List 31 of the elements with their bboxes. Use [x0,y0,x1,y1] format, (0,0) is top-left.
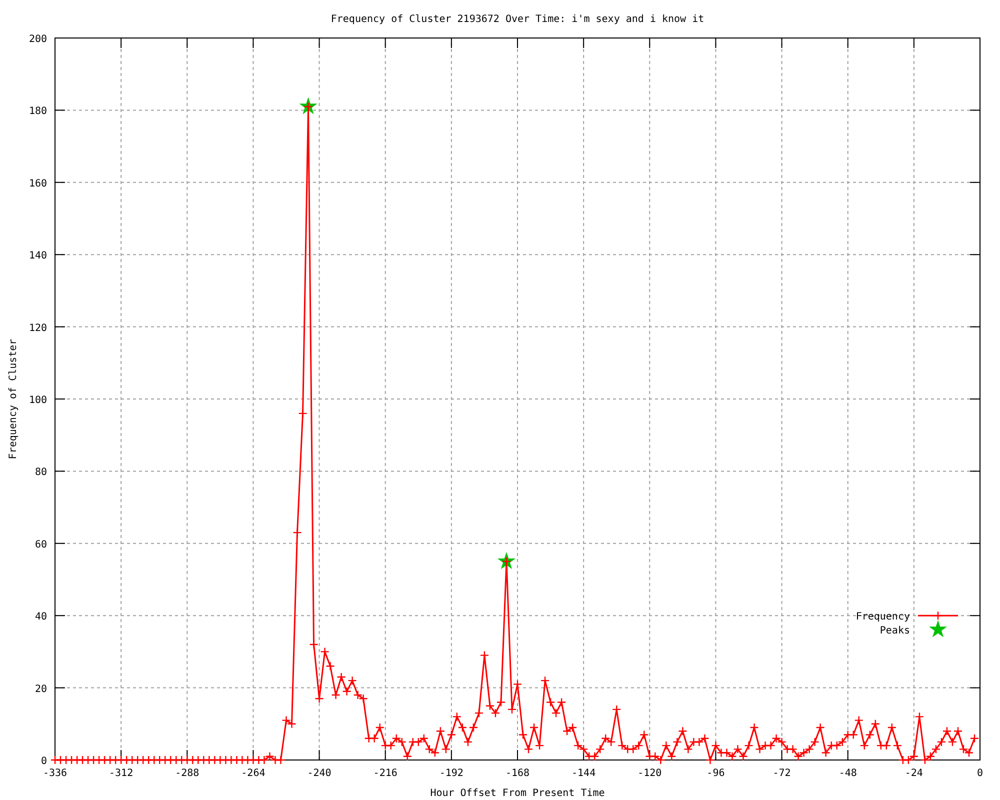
y-axis-title: Frequency of Cluster [8,338,19,460]
x-tick-label: -216 [373,768,398,779]
legend-label: Peaks [880,626,910,637]
x-tick-label: -72 [772,768,791,779]
x-tick-label: -48 [838,768,857,779]
y-tick-label: 40 [34,612,47,623]
x-tick-label: -144 [572,768,596,779]
y-tick-label: 160 [28,178,47,190]
y-tick-label: 180 [28,106,47,118]
y-tick-label: 140 [28,250,47,262]
x-axis-title: Hour Offset From Present Time [430,788,605,799]
y-tick-label: 200 [28,34,47,45]
x-tick-label: -264 [241,768,266,779]
y-tick-label: 120 [28,322,47,334]
y-tick-label: 100 [28,395,47,406]
y-tick-label: 60 [34,539,47,550]
legend-label: Frequency [856,612,910,623]
x-tick-label: -168 [505,768,530,779]
x-tick-label: -24 [904,768,923,779]
y-tick-label: 0 [40,756,47,767]
x-tick-label: -192 [439,768,464,779]
x-tick-label: -96 [706,768,725,779]
x-tick-label: -336 [42,768,68,779]
x-tick-label: -240 [307,768,332,779]
y-tick-label: 80 [34,467,47,478]
x-tick-label: -120 [638,768,662,779]
x-tick-label: 0 [976,768,984,779]
x-tick-label: -288 [175,768,200,779]
x-tick-label: -312 [109,768,134,779]
y-tick-label: 20 [34,684,47,695]
chart-title: Frequency of Cluster 2193672 Over Time: i'm sexy and i know it [330,14,704,25]
